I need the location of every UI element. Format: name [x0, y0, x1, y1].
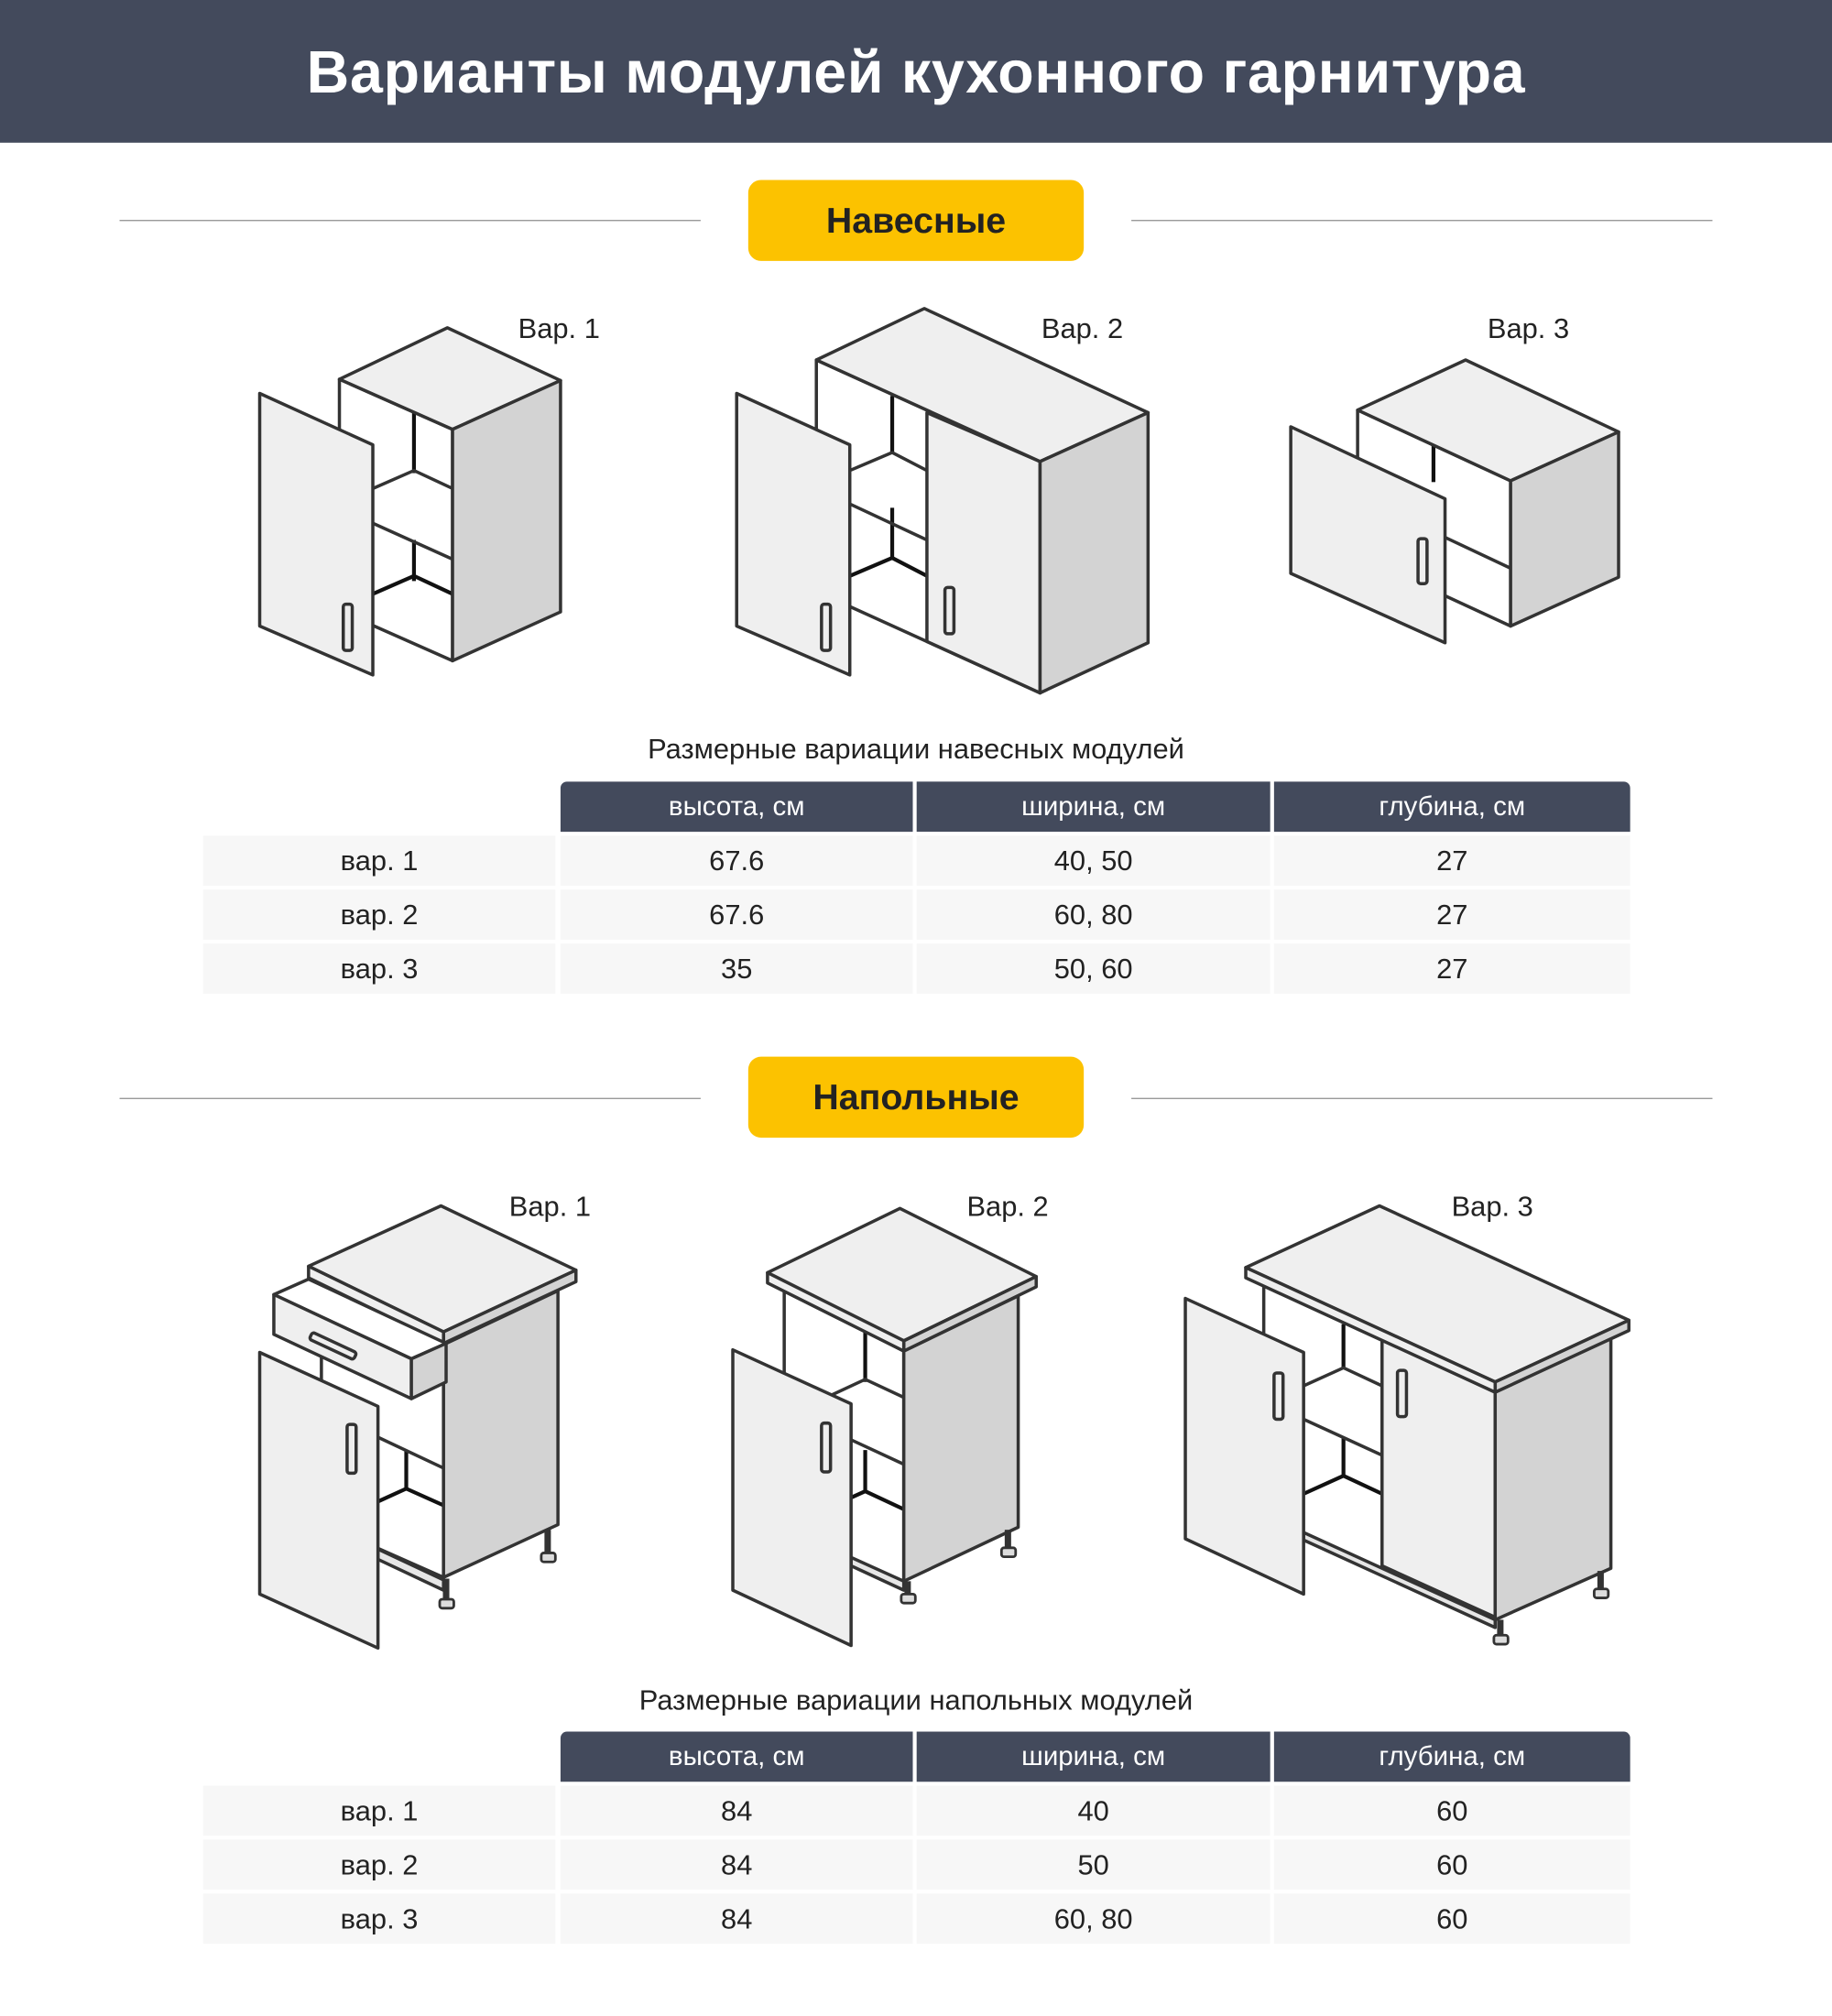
table-title: Размерные вариации напольных модулей	[638, 1684, 1194, 1716]
variant-label: Вар. 3	[1487, 312, 1570, 345]
divider	[119, 220, 701, 222]
column-header: глубина, см	[1273, 781, 1630, 833]
table-cell: 84	[560, 1893, 913, 1945]
variant-label: Вар. 2	[1041, 312, 1124, 345]
table-cell: 40	[916, 1785, 1270, 1836]
variant-label: Вар. 2	[966, 1190, 1049, 1223]
row-label: вар. 2	[202, 1839, 556, 1891]
variant-label: Вар. 1	[508, 1190, 592, 1223]
table-cell: 50	[916, 1839, 1270, 1891]
divider	[1131, 1097, 1713, 1100]
floor-cabinet-var3-illustration	[1183, 1204, 1631, 1646]
column-header: высота, см	[560, 781, 913, 833]
table-cell: 50, 60	[916, 943, 1270, 994]
variant-label: Вар. 3	[1451, 1190, 1533, 1223]
divider	[1131, 220, 1713, 222]
handle-icon	[308, 1331, 358, 1361]
table-cell: 60, 80	[916, 1893, 1270, 1945]
floor-cabinet-var1-illustration	[257, 1204, 578, 1651]
row-label: вар. 1	[202, 835, 556, 887]
table-cell: 60	[1273, 1839, 1630, 1891]
handle-icon	[345, 1422, 358, 1476]
row-label: вар. 1	[202, 1785, 556, 1836]
row-label: вар. 3	[202, 1893, 556, 1945]
table-cell: 27	[1273, 943, 1630, 994]
table-cell: 60	[1273, 1785, 1630, 1836]
page-title: Варианты модулей кухонного гарнитура	[0, 0, 1832, 143]
table-cell: 84	[560, 1785, 913, 1836]
table-title: Размерные вариации навесных модулей	[648, 733, 1184, 766]
handle-icon	[341, 602, 354, 652]
divider	[119, 1097, 701, 1100]
table-cell: 40, 50	[916, 835, 1270, 887]
wall-cabinet-var3-illustration	[1289, 358, 1620, 645]
handle-icon	[943, 585, 956, 636]
handle-icon	[1416, 537, 1429, 585]
handle-icon	[820, 1421, 833, 1474]
table-cell: 27	[1273, 889, 1630, 940]
floor-cabinet-var2-illustration	[731, 1206, 1038, 1648]
table-cell: 60, 80	[916, 889, 1270, 940]
table-cell: 60	[1273, 1893, 1630, 1945]
column-header: ширина, см	[916, 1731, 1270, 1782]
wall-cabinet-var1-illustration	[257, 326, 562, 677]
handle-icon	[1395, 1368, 1409, 1419]
section-heading-wall: Навесные	[747, 180, 1085, 261]
column-header: ширина, см	[916, 781, 1270, 833]
table-cell: 84	[560, 1839, 913, 1891]
wall-cabinet-var2-illustration	[735, 307, 1150, 695]
variant-label: Вар. 1	[518, 312, 600, 345]
table-cell: 67.6	[560, 889, 913, 940]
table-cell: 67.6	[560, 835, 913, 887]
row-label: вар. 2	[202, 889, 556, 940]
handle-icon	[1272, 1371, 1285, 1422]
section-heading-floor: Напольные	[747, 1056, 1085, 1139]
row-label: вар. 3	[202, 943, 556, 994]
column-header: высота, см	[560, 1731, 913, 1782]
handle-icon	[820, 602, 833, 652]
table-cell: 27	[1273, 835, 1630, 887]
table-cell: 35	[560, 943, 913, 994]
column-header: глубина, см	[1273, 1731, 1630, 1782]
